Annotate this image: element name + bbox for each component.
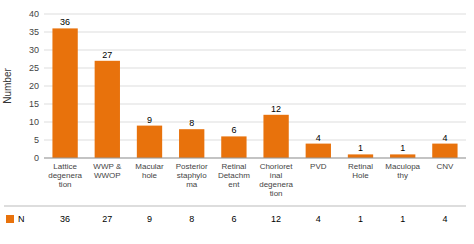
data-label: 12: [271, 104, 281, 114]
legend-value: 9: [147, 214, 152, 224]
x-tick-label-line: CNV: [436, 162, 454, 171]
legend-value: 4: [442, 214, 447, 224]
data-label: 6: [231, 125, 236, 135]
legend-value: 8: [189, 214, 194, 224]
data-label: 4: [316, 133, 321, 143]
legend-swatch: [6, 215, 14, 223]
grid-line: [44, 32, 466, 33]
y-tick-label: 5: [34, 135, 39, 145]
x-tick-label-line: thy: [397, 171, 408, 180]
bar: [263, 115, 288, 158]
x-tick-label: Chorioretinaldegeneration: [259, 162, 293, 198]
bar: [221, 136, 246, 158]
x-tick-label-line: tion: [59, 180, 72, 189]
x-tick-label-line: hole: [142, 171, 158, 180]
x-tick-label-line: staphylo: [177, 171, 207, 180]
y-tick-label: 20: [29, 81, 39, 91]
x-tick-label: RetinalHole: [348, 162, 373, 180]
x-tick-label-line: Posterior: [176, 162, 208, 171]
x-tick-label-line: WWP &: [93, 162, 122, 171]
x-tick-label-line: WWOP: [94, 171, 121, 180]
data-label: 27: [102, 50, 112, 60]
bar: [348, 154, 373, 158]
bars: [52, 28, 457, 158]
x-tick-label: Maculopathy: [385, 162, 420, 180]
legend-value: 1: [400, 214, 405, 224]
data-label: 9: [147, 115, 152, 125]
y-tick-label: 0: [34, 153, 39, 163]
chart-container: 0 5 10 15 20 25 30 35 40 Number 36 27 9 8 6 12 4 1 1 4 Latti…: [0, 0, 474, 244]
x-tick-label-line: Maculopa: [385, 162, 420, 171]
bar: [179, 129, 204, 158]
x-axis-line: [44, 158, 466, 159]
legend-value: 1: [358, 214, 363, 224]
x-tick-label: Macularhole: [135, 162, 164, 180]
x-tick-label: WWP &WWOP: [93, 162, 122, 180]
grid-line: [44, 158, 466, 159]
x-tick-label: CNV: [436, 162, 454, 171]
y-tick-label: 35: [29, 27, 39, 37]
data-label: 8: [189, 118, 194, 128]
legend-value: 27: [102, 214, 112, 224]
x-tick-label-line: tion: [270, 189, 283, 198]
y-axis-label: Number: [2, 68, 13, 104]
y-tick-label: 40: [29, 9, 39, 19]
legend-value: 6: [231, 214, 236, 224]
x-tick-label-line: Retinal: [348, 162, 373, 171]
legend-separator: [4, 206, 466, 207]
x-tick-label: Posteriorstaphyloma: [176, 162, 208, 189]
bar: [52, 28, 77, 158]
legend-value: 12: [271, 214, 281, 224]
data-label: 1: [400, 143, 405, 153]
x-tick-label-line: Lattice: [53, 162, 77, 171]
x-tick-label-line: ent: [228, 180, 240, 189]
legend-value: 4: [316, 214, 321, 224]
x-tick-label-line: Retinal: [221, 162, 246, 171]
legend-label: N: [18, 214, 25, 224]
x-tick-label: Latticedegeneration: [48, 162, 82, 189]
data-label: 1: [358, 143, 363, 153]
y-tick-label: 25: [29, 63, 39, 73]
data-label: 4: [442, 133, 447, 143]
bar: [432, 144, 457, 158]
y-tick-label: 10: [29, 117, 39, 127]
x-tick-label-line: Detachm: [218, 171, 250, 180]
x-tick-label: PVD: [310, 162, 327, 171]
x-tick-label-line: degenera: [48, 171, 82, 180]
bar: [137, 126, 162, 158]
bar: [95, 61, 120, 158]
x-tick-label-line: Chorioret: [260, 162, 294, 171]
x-tick-label: RetinalDetachment: [218, 162, 250, 189]
data-label: 36: [60, 17, 70, 27]
x-tick-label-line: ma: [186, 180, 198, 189]
x-tick-label-line: inal: [270, 171, 283, 180]
x-tick-label-line: PVD: [310, 162, 327, 171]
bar: [306, 144, 331, 158]
x-tick-label-line: Hole: [352, 171, 369, 180]
x-tick-label-line: Macular: [135, 162, 164, 171]
legend-value: 36: [60, 214, 70, 224]
grid-line: [44, 14, 466, 15]
x-tick-label-line: degenera: [259, 180, 293, 189]
bar: [390, 154, 415, 158]
y-tick-label: 15: [29, 99, 39, 109]
y-tick-label: 30: [29, 45, 39, 55]
chart-svg: 0 5 10 15 20 25 30 35 40 Number 36 27 9 8 6 12 4 1 1 4 Latti…: [0, 0, 474, 244]
